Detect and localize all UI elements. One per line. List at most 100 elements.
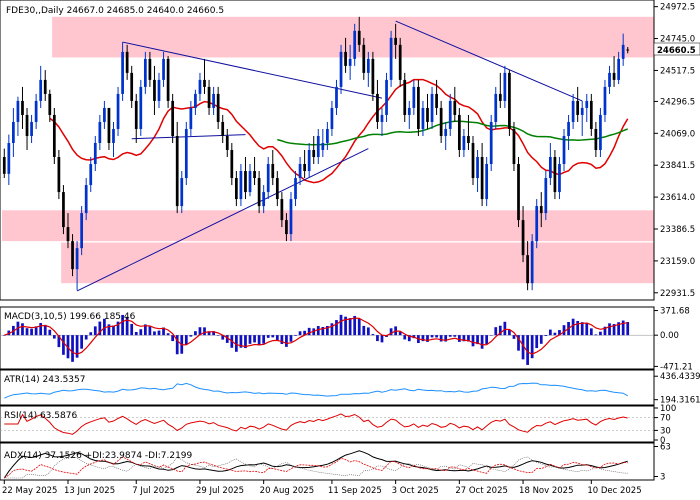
candle-body xyxy=(530,241,534,284)
adx-axis: 63 3 xyxy=(654,443,671,483)
candle-body xyxy=(348,58,352,66)
candle-body xyxy=(34,100,38,122)
candle xyxy=(471,135,475,186)
candle-body xyxy=(7,142,11,174)
candle-body xyxy=(139,86,143,129)
candle-body xyxy=(89,164,93,186)
macd-bar xyxy=(526,335,529,365)
candle-body xyxy=(553,157,557,193)
candle xyxy=(457,107,461,158)
candle-body xyxy=(489,121,493,165)
candle xyxy=(512,121,516,172)
candle xyxy=(344,37,347,73)
candle xyxy=(157,72,161,108)
macd-tick-label: 0.00 xyxy=(660,331,679,341)
adx-tick-label: 63 xyxy=(660,443,671,453)
candle-body xyxy=(266,164,270,193)
trendlines[interactable] xyxy=(76,20,583,292)
candle-body xyxy=(503,72,507,101)
candle-body xyxy=(330,107,334,129)
candle-body xyxy=(521,220,525,256)
candle-body xyxy=(371,58,375,94)
price-panel[interactable]: FDE30,,Daily 24667.0 24685.0 24640.0 246… xyxy=(0,0,700,301)
candle xyxy=(303,150,306,179)
macd-bar xyxy=(376,335,379,342)
candle xyxy=(103,100,106,129)
candle-body xyxy=(57,157,61,193)
candle xyxy=(225,128,229,158)
macd-bar xyxy=(143,324,147,336)
macd-bar xyxy=(266,335,270,338)
rsi-polyline xyxy=(4,413,628,435)
price-tick-label: 23159.0 xyxy=(660,257,695,267)
macd-bar xyxy=(84,335,88,340)
candle-body xyxy=(39,79,43,101)
macd-bar xyxy=(71,335,74,362)
candle xyxy=(207,79,211,115)
candle xyxy=(453,86,457,122)
candle xyxy=(589,93,593,136)
macd-bar xyxy=(608,323,611,336)
price-zone xyxy=(61,242,654,284)
candle-body xyxy=(285,220,288,235)
time-tick-label: 22 May 2025 xyxy=(2,486,57,496)
candle xyxy=(43,70,47,101)
candle xyxy=(626,46,630,54)
macd-bar xyxy=(476,335,479,345)
candle-body xyxy=(316,135,320,158)
macd-bar xyxy=(134,331,138,336)
macd-bar xyxy=(580,322,584,336)
macd-panel[interactable]: MACD(3,10,5) 199.66 185.46 371.68 0.00 -47… xyxy=(0,306,693,373)
atr-axis: 436.4339 194.3161 xyxy=(654,372,700,406)
candle xyxy=(362,37,366,80)
candle xyxy=(321,128,325,158)
macd-bar xyxy=(207,331,211,336)
price-tick-label: 22931.5 xyxy=(660,289,695,299)
candle-body xyxy=(571,100,575,122)
candle-body xyxy=(576,100,580,115)
macd-bar xyxy=(380,335,384,343)
adx-tick-label: 3 xyxy=(660,473,665,483)
candle-body xyxy=(394,37,398,45)
candle xyxy=(7,134,11,186)
macd-bar xyxy=(98,321,102,336)
macd-bar xyxy=(576,320,580,336)
macd-bar xyxy=(262,335,266,344)
macd-bar xyxy=(430,335,434,338)
macd-bar xyxy=(248,335,252,344)
candle-body xyxy=(43,79,47,94)
atr-panel[interactable]: ATR(14) 243.5357 436.4339 194.3161 xyxy=(0,369,700,406)
candle-body xyxy=(430,93,434,122)
candle xyxy=(485,157,489,207)
candle xyxy=(198,72,202,101)
macd-bar xyxy=(439,335,443,342)
trendline xyxy=(76,148,369,292)
candle-body xyxy=(25,114,29,136)
candle-body xyxy=(239,171,243,200)
adx-panel-border xyxy=(0,442,655,481)
adx-label: ADX(14) 37.1526 +DI:23.9874 -DI:7.2199 xyxy=(4,451,193,461)
macd-bar xyxy=(467,335,470,342)
candle xyxy=(376,79,379,129)
candle-body xyxy=(162,58,165,80)
macd-bar xyxy=(157,330,161,336)
price-tick-label: 23386.5 xyxy=(660,225,695,235)
candle-body xyxy=(93,142,97,165)
candle xyxy=(553,150,557,200)
trendline xyxy=(395,20,583,102)
candle xyxy=(335,79,338,115)
macd-bar xyxy=(617,322,620,336)
macd-bar xyxy=(275,335,279,341)
adx-panel[interactable]: ADX(14) 37.1526 +DI:23.9874 -DI:7.2199 6… xyxy=(0,442,671,483)
macd-bar xyxy=(571,318,575,336)
macd-bar xyxy=(125,317,129,336)
candle xyxy=(139,79,143,136)
candle xyxy=(230,142,234,186)
macd-bar xyxy=(107,324,111,336)
candle xyxy=(307,142,311,179)
candle-body xyxy=(175,135,179,207)
macd-bar xyxy=(589,328,593,336)
macd-bar xyxy=(216,335,220,336)
